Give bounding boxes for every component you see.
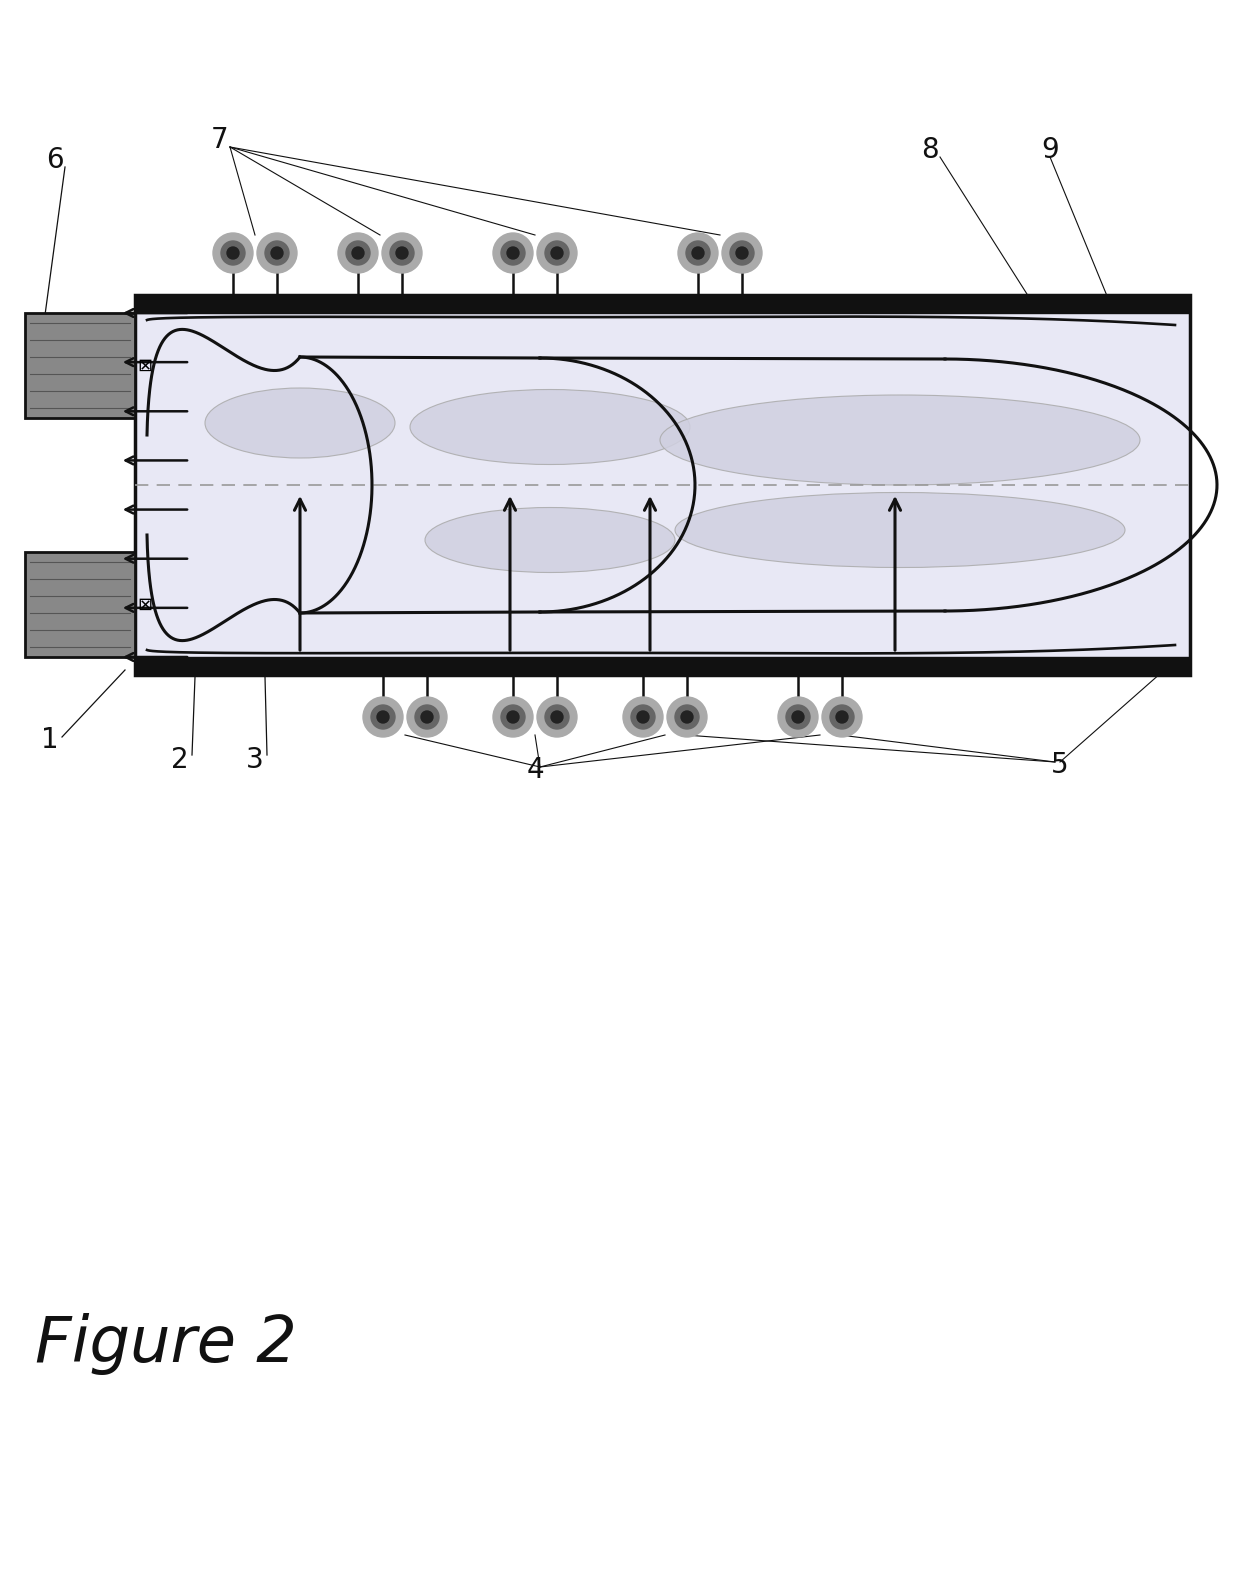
Circle shape [722,233,763,273]
Circle shape [692,247,704,258]
Text: 3: 3 [246,746,264,774]
Circle shape [221,241,246,265]
Circle shape [396,247,408,258]
Text: 7: 7 [211,126,229,155]
Circle shape [346,241,370,265]
Bar [135,295,1190,675]
Circle shape [227,247,239,258]
Circle shape [352,247,365,258]
Text: 8: 8 [921,136,939,164]
Circle shape [501,705,525,729]
Circle shape [415,705,439,729]
Text: 4: 4 [526,756,544,785]
Circle shape [792,711,804,723]
Circle shape [339,233,378,273]
Circle shape [363,697,403,737]
Circle shape [678,233,718,273]
Circle shape [622,697,663,737]
Ellipse shape [410,389,689,464]
Circle shape [377,711,389,723]
Circle shape [213,233,253,273]
Ellipse shape [660,396,1140,485]
Text: 1: 1 [41,726,58,754]
Bar [25,552,135,657]
Text: ⊠: ⊠ [136,357,153,375]
Text: 6: 6 [46,147,63,174]
Circle shape [730,241,754,265]
Circle shape [371,705,396,729]
Text: 2: 2 [171,746,188,774]
Circle shape [272,247,283,258]
Circle shape [737,247,748,258]
Circle shape [407,697,446,737]
Circle shape [836,711,848,723]
Circle shape [391,241,414,265]
Ellipse shape [425,507,675,573]
Circle shape [681,711,693,723]
Circle shape [631,705,655,729]
Circle shape [537,697,577,737]
Ellipse shape [675,493,1125,568]
Text: 9: 9 [1042,136,1059,164]
Circle shape [494,233,533,273]
Circle shape [822,697,862,737]
Circle shape [501,241,525,265]
Circle shape [551,247,563,258]
Circle shape [546,241,569,265]
Text: ⊠: ⊠ [136,595,153,614]
Circle shape [551,711,563,723]
Ellipse shape [205,388,396,458]
Text: Figure 2: Figure 2 [35,1313,296,1375]
Circle shape [382,233,422,273]
Circle shape [777,697,818,737]
Circle shape [507,711,520,723]
Circle shape [637,711,649,723]
Circle shape [686,241,711,265]
Circle shape [675,705,699,729]
Circle shape [265,241,289,265]
Circle shape [830,705,854,729]
Circle shape [667,697,707,737]
Text: 5: 5 [1052,751,1069,778]
Circle shape [257,233,298,273]
Circle shape [494,697,533,737]
Circle shape [546,705,569,729]
Circle shape [507,247,520,258]
Bar [25,313,135,418]
Circle shape [786,705,810,729]
Circle shape [537,233,577,273]
Circle shape [422,711,433,723]
